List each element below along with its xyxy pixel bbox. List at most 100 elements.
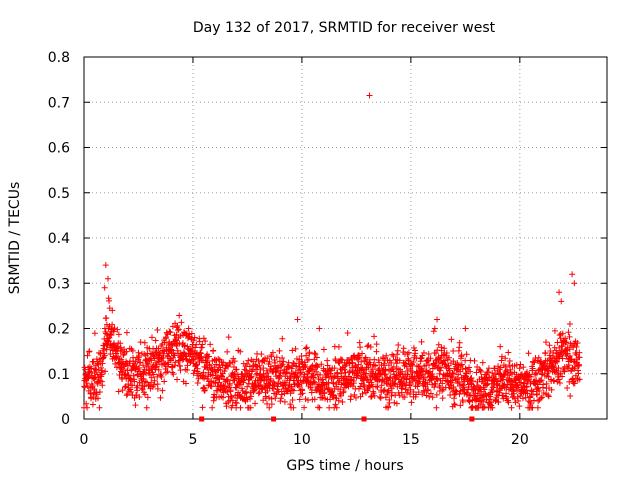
data-point (535, 397, 542, 404)
data-point (310, 378, 317, 385)
data-point (446, 354, 453, 361)
data-point (269, 349, 276, 356)
data-point (173, 342, 180, 349)
data-point (247, 389, 254, 396)
data-point (458, 361, 465, 368)
data-point (478, 368, 485, 375)
data-point (376, 394, 383, 401)
data-point (432, 381, 439, 388)
data-point (463, 370, 470, 377)
data-point (415, 389, 422, 396)
data-point (101, 352, 108, 359)
axis-markers (199, 416, 475, 422)
data-point (207, 341, 214, 348)
data-point (135, 364, 142, 371)
data-point (396, 357, 403, 364)
data-point (293, 362, 300, 369)
data-point (564, 365, 571, 372)
data-point (200, 384, 207, 391)
data-point (407, 381, 414, 388)
data-point (390, 353, 397, 360)
data-point (385, 403, 392, 410)
data-point (141, 339, 148, 346)
x-tick-label: 5 (188, 432, 197, 448)
data-point (556, 380, 563, 387)
data-point (459, 398, 466, 405)
data-point (509, 381, 516, 388)
data-point (429, 394, 436, 401)
data-point (402, 360, 409, 367)
data-point (266, 394, 273, 401)
data-point (365, 385, 372, 392)
data-point (439, 395, 446, 402)
data-point (188, 330, 195, 337)
data-point (301, 404, 308, 411)
data-point (527, 380, 534, 387)
data-point (217, 366, 224, 373)
data-point (303, 344, 310, 351)
data-point (556, 332, 563, 339)
data-point (479, 359, 486, 366)
x-tick-label: 15 (402, 432, 420, 448)
data-point (157, 370, 164, 377)
data-point (533, 370, 540, 377)
data-point (313, 354, 320, 361)
data-point (141, 383, 148, 390)
data-point (278, 391, 285, 398)
data-point (471, 357, 478, 364)
data-point (563, 339, 570, 346)
data-point (166, 328, 173, 335)
data-point (162, 369, 169, 376)
data-point (394, 351, 401, 358)
data-point (227, 393, 234, 400)
data-point (123, 392, 130, 399)
data-point (237, 404, 244, 411)
data-point (244, 396, 251, 403)
data-point (569, 271, 576, 278)
data-point (402, 386, 409, 393)
data-point (123, 329, 130, 336)
data-point (321, 385, 328, 392)
data-point (450, 370, 457, 377)
data-point (200, 335, 207, 342)
data-point (206, 353, 213, 360)
data-point (258, 351, 265, 358)
data-point (131, 378, 138, 385)
data-point (177, 332, 184, 339)
data-point (159, 387, 166, 394)
data-point (485, 365, 492, 372)
data-point (174, 376, 181, 383)
data-point (194, 365, 201, 372)
data-point (374, 384, 381, 391)
data-point (268, 401, 275, 408)
data-point (192, 344, 199, 351)
data-point (534, 381, 541, 388)
data-point (279, 354, 286, 361)
data-point (518, 379, 525, 386)
data-point (485, 368, 492, 375)
data-point (443, 349, 450, 356)
y-tick-label: 0.2 (48, 322, 70, 338)
data-point (247, 404, 254, 411)
data-point (200, 369, 207, 376)
data-point (84, 383, 91, 390)
data-point (574, 339, 581, 346)
data-point (290, 360, 297, 367)
y-tick-label: 0.4 (48, 231, 70, 247)
data-point (129, 382, 136, 389)
data-point (280, 358, 287, 365)
data-point (233, 366, 240, 373)
data-point (424, 387, 431, 394)
data-point (450, 358, 457, 365)
data-point (576, 376, 583, 383)
data-point (289, 397, 296, 404)
data-point (352, 362, 359, 369)
data-point (129, 347, 136, 354)
data-point (314, 363, 321, 370)
data-point (418, 338, 425, 345)
data-point (150, 381, 157, 388)
data-point (448, 336, 455, 343)
data-point (478, 388, 485, 395)
data-point (325, 384, 332, 391)
